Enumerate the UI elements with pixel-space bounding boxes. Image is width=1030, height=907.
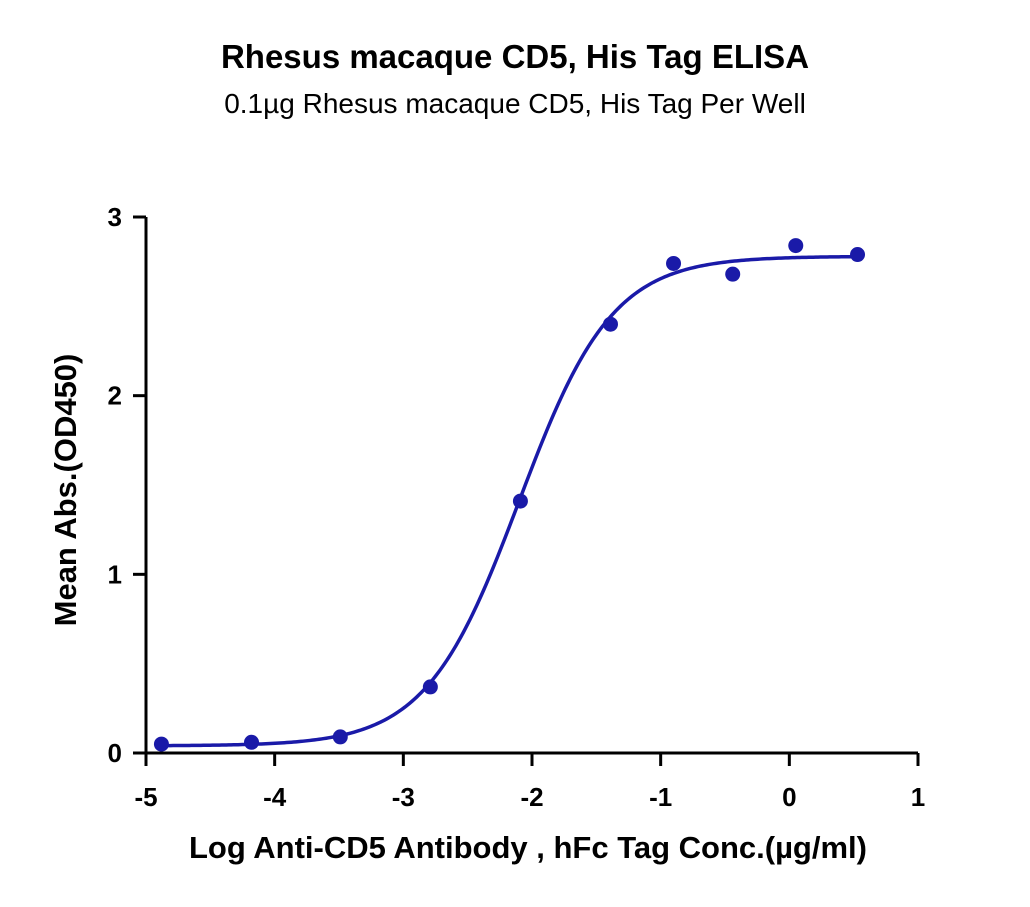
x-tick-label: 0: [782, 782, 796, 812]
data-point: [725, 266, 741, 282]
x-axis-label: Log Anti-CD5 Antibody , hFc Tag Conc.(µg…: [189, 830, 867, 865]
y-axis-label: Mean Abs.(OD450): [48, 354, 83, 627]
y-tick-label: 2: [108, 381, 122, 411]
data-point: [602, 316, 618, 332]
x-tick-label: -1: [649, 782, 672, 812]
chart-title: Rhesus macaque CD5, His Tag ELISA: [220, 38, 810, 75]
axes: [144, 217, 918, 755]
data-point: [850, 247, 866, 263]
data-points: [153, 238, 866, 752]
x-tick-label: -5: [134, 782, 157, 812]
y-axis-ticks: 0 1 2 3: [108, 202, 146, 768]
data-point: [422, 679, 438, 695]
chart-subtitle: 0.1µg Rhesus macaque CD5, His Tag Per We…: [224, 88, 806, 119]
data-point: [332, 729, 348, 745]
x-tick-label: 1: [911, 782, 925, 812]
data-point: [788, 238, 804, 254]
x-axis-ticks: -5 -4 -3 -2 -1 0 1: [134, 753, 925, 812]
x-tick-label: -2: [520, 782, 543, 812]
fit-curve: [161, 254, 858, 748]
data-point: [512, 493, 528, 509]
data-point: [666, 255, 682, 271]
x-tick-label: -4: [263, 782, 287, 812]
data-point: [153, 736, 169, 752]
y-tick-label: 3: [108, 202, 122, 232]
y-tick-label: 0: [108, 738, 122, 768]
y-tick-label: 1: [108, 559, 122, 589]
x-tick-label: -3: [392, 782, 415, 812]
data-point: [244, 734, 260, 750]
